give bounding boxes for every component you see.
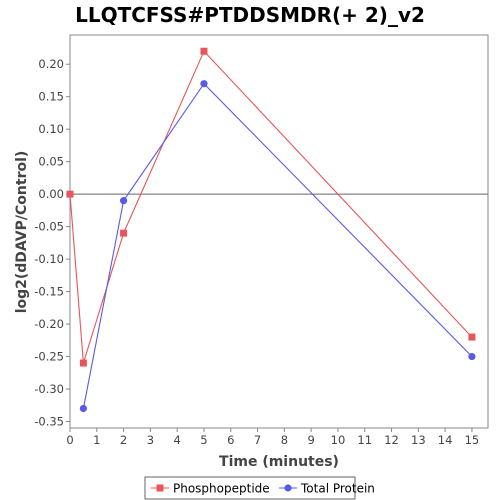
- x-tick-label: 9: [307, 433, 314, 447]
- legend: Phosphopeptide Total Protein: [144, 476, 375, 500]
- x-tick-label: 13: [411, 433, 426, 447]
- x-tick-label: 1: [93, 433, 100, 447]
- total-protein-point: [119, 197, 128, 205]
- y-tick-label: -0.05: [34, 220, 64, 234]
- total-protein-point: [79, 404, 87, 413]
- total-protein-legend-label: Total Protein: [300, 482, 375, 496]
- total-protein-point: [468, 352, 476, 361]
- plot-area: -0.35 -0.30 -0.25 -0.20 -0.15 -0.10 -0.05 0.00 0…: [34, 34, 489, 447]
- x-tick-label: 0: [66, 433, 73, 447]
- y-tick-label: -0.20: [34, 317, 64, 331]
- plot-frame: [69, 34, 489, 429]
- y-tick-label: -0.30: [34, 382, 64, 396]
- x-tick-label: 6: [227, 433, 234, 447]
- phosphopeptide-point: [120, 229, 128, 237]
- x-tick-label: 4: [174, 433, 181, 447]
- x-tick-label: 12: [384, 433, 399, 447]
- y-tick-label: 0.05: [38, 155, 64, 169]
- x-tick-label: 7: [254, 433, 261, 447]
- x-axis-label: Time (minutes): [219, 454, 339, 470]
- x-tick-label: 2: [120, 433, 127, 447]
- x-tick-label: 14: [438, 433, 453, 447]
- phosphopeptide-legend-label: Phosphopeptide: [173, 482, 270, 496]
- phosphopeptide-legend-marker: [156, 484, 164, 492]
- chart-title: LLQTCFSS#PTDDSMDR(+ 2)_v2: [75, 3, 425, 27]
- y-tick-label: 0.15: [38, 90, 64, 104]
- x-tick-label: 8: [281, 433, 288, 447]
- total-protein-line: [82, 82, 473, 409]
- y-tick-label: 0.00: [38, 187, 64, 201]
- phosphopeptide-point: [468, 333, 476, 341]
- x-tick-label: 11: [357, 433, 372, 447]
- phosphopeptide-point: [200, 47, 208, 55]
- phosphopeptide-point: [79, 359, 87, 367]
- total-protein-legend-marker: [284, 484, 292, 492]
- total-protein-point: [200, 80, 208, 88]
- y-axis-label: log2(dDAVP/Control): [14, 151, 30, 314]
- y-tick-label: 0.20: [38, 57, 64, 71]
- x-tick-label: 3: [147, 433, 154, 447]
- y-tick-label: -0.35: [34, 415, 64, 429]
- phosphopeptide-point: [66, 190, 74, 198]
- y-tick-label: -0.25: [34, 350, 64, 364]
- x-tick-label: 15: [465, 433, 480, 447]
- y-tick-label: -0.10: [34, 252, 64, 266]
- x-tick-label: 5: [200, 433, 207, 447]
- x-tick-label: 10: [331, 433, 346, 447]
- y-tick-label: 0.10: [38, 122, 64, 136]
- y-tick-label: -0.15: [34, 285, 64, 299]
- legend-box: [144, 476, 356, 500]
